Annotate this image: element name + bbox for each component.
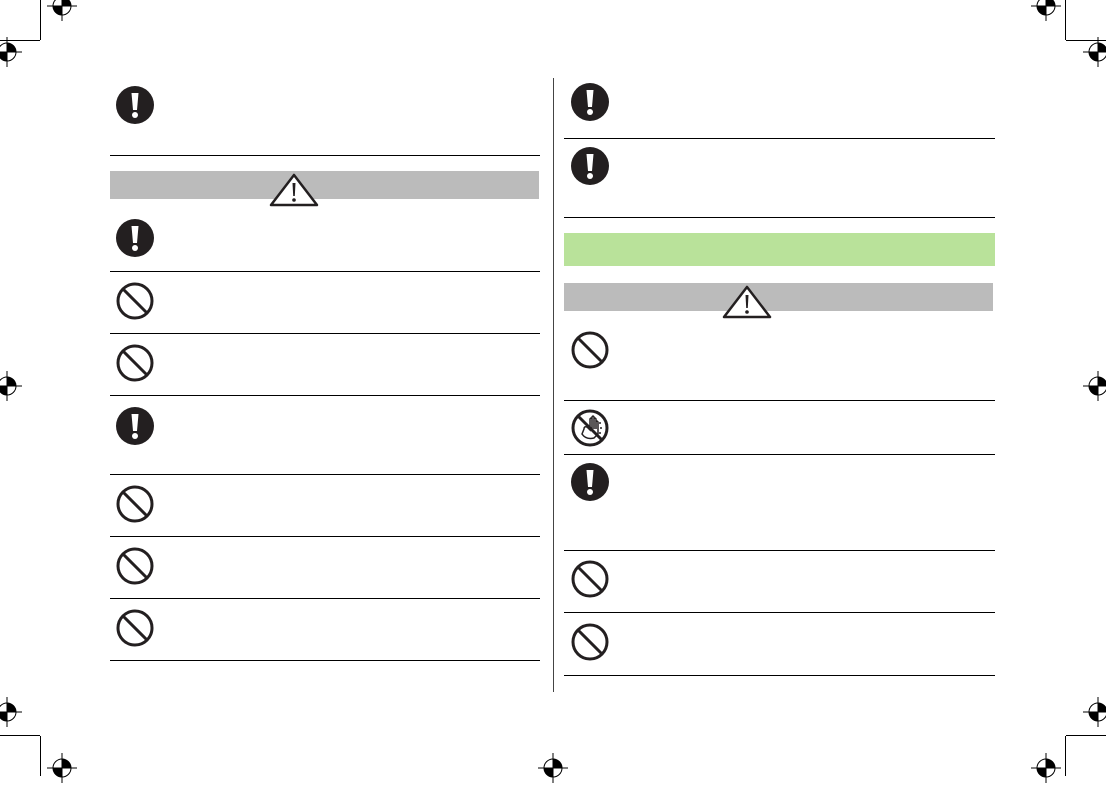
- prohibited-icon: [115, 484, 155, 524]
- prohibited-icon: [115, 343, 155, 383]
- prohibited-icon: [115, 608, 155, 648]
- prohibited-icon: [570, 559, 610, 599]
- registration-mark: [1031, 0, 1061, 21]
- row-divider: [110, 155, 540, 156]
- registration-mark: [0, 37, 22, 67]
- crop-mark: [40, 736, 41, 776]
- row-divider: [564, 612, 995, 613]
- mandatory-action-icon: [570, 82, 610, 122]
- mandatory-action-icon: [115, 406, 155, 446]
- row-divider: [110, 598, 540, 599]
- prohibited-icon: [115, 281, 155, 321]
- prohibited-icon: [570, 330, 610, 370]
- caution-header-bar: [110, 171, 539, 199]
- row-divider: [110, 474, 540, 475]
- registration-mark: [0, 371, 22, 401]
- crop-mark: [0, 40, 40, 41]
- warning-triangle-icon: [722, 285, 772, 319]
- mandatory-action-icon: [115, 218, 155, 258]
- crop-mark: [1065, 0, 1066, 40]
- row-divider: [110, 271, 540, 272]
- registration-mark: [47, 0, 77, 21]
- row-divider: [564, 454, 995, 455]
- registration-mark: [1083, 37, 1106, 67]
- registration-mark: [1031, 753, 1061, 783]
- row-divider: [110, 536, 540, 537]
- crop-mark: [40, 0, 41, 40]
- row-divider: [110, 333, 540, 334]
- section-header-bar: [564, 233, 995, 266]
- row-divider: [564, 217, 995, 218]
- registration-mark: [1083, 697, 1106, 727]
- row-divider: [110, 660, 540, 661]
- crop-mark: [0, 735, 40, 736]
- no-wet-hands-icon: [570, 408, 610, 448]
- mandatory-action-icon: [570, 462, 610, 502]
- row-divider: [564, 550, 995, 551]
- row-divider: [564, 400, 995, 401]
- crop-mark: [1066, 735, 1106, 736]
- row-divider: [110, 395, 540, 396]
- mandatory-action-icon: [115, 85, 155, 125]
- prohibited-icon: [115, 546, 155, 586]
- registration-mark: [1083, 371, 1106, 401]
- registration-mark: [538, 753, 568, 783]
- column-divider: [553, 78, 554, 692]
- warning-triangle-icon: [269, 173, 319, 207]
- registration-mark: [47, 753, 77, 783]
- row-divider: [564, 138, 995, 139]
- row-divider: [564, 675, 995, 676]
- registration-mark: [0, 697, 22, 727]
- crop-mark: [1066, 40, 1106, 41]
- crop-mark: [1065, 736, 1066, 776]
- prohibited-icon: [570, 622, 610, 662]
- caution-header-bar: [564, 283, 993, 311]
- mandatory-action-icon: [570, 146, 610, 186]
